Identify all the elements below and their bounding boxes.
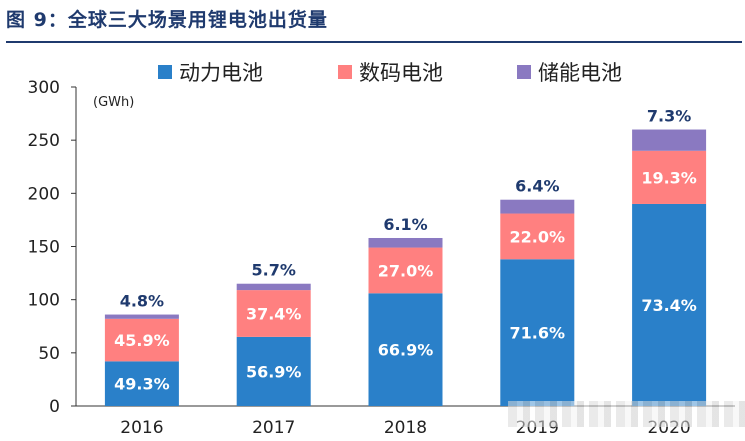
y-tick-label: 250 [28,131,60,151]
y-tick-label: 50 [38,344,60,364]
data-label-power-2019: 71.6% [510,324,566,343]
bar-segment-digital-2018 [368,247,443,294]
bar-segment-storage-2019 [500,199,575,214]
y-tick-label: 300 [28,78,60,98]
bar-segment-power-2020 [632,203,707,406]
data-label-power-2016: 49.3% [114,375,170,394]
title-underline [6,41,742,43]
bar-segment-storage-2020 [632,129,707,151]
legend-item-storage: 储能电池 [517,57,622,87]
bar-segment-digital-2017 [236,290,311,337]
legend-label-digital: 数码电池 [359,61,443,85]
bar-segment-storage-2018 [368,237,443,248]
bar-segment-power-2019 [500,259,575,406]
legend-label-power: 动力电池 [179,61,263,85]
x-tick-label-2017: 2017 [252,418,295,438]
x-tick-label-2018: 2018 [384,418,427,438]
bar-segment-digital-2019 [500,213,575,260]
data-label-power-2017: 56.9% [246,362,302,381]
legend-swatch-power [158,65,172,79]
legend-item-power: 动力电池 [158,57,263,87]
bar-segment-storage-2016 [104,314,179,319]
chart-legend: 动力电池 数码电池 储能电池 [0,57,745,87]
data-label-digital-2017: 37.4% [246,304,302,323]
data-label-storage-2017: 5.7% [252,261,296,280]
legend-item-digital: 数码电池 [338,57,443,87]
data-label-power-2018: 66.9% [378,341,434,360]
figure-title: 图 9：全球三大场景用锂电池出货量 [6,9,328,31]
x-tick-label-2016: 2016 [120,418,163,438]
bar-segment-digital-2020 [632,150,707,204]
y-tick-label: 150 [28,238,60,258]
data-label-storage-2018: 6.1% [383,215,427,234]
data-label-digital-2016: 45.9% [114,331,170,350]
data-label-power-2020: 73.4% [641,296,697,315]
data-label-storage-2016: 4.8% [120,292,164,311]
bar-segment-storage-2017 [236,283,311,291]
bar-segment-digital-2016 [104,318,179,362]
legend-swatch-digital [338,65,352,79]
y-tick-label: 0 [49,397,60,417]
legend-label-storage: 储能电池 [538,61,622,85]
watermark [508,401,745,427]
bar-segment-power-2016 [104,361,179,406]
unit-label: (GWh) [93,95,134,110]
data-label-digital-2019: 22.0% [510,227,566,246]
data-label-digital-2020: 19.3% [641,168,697,187]
bar-segment-power-2017 [236,336,311,406]
y-tick-label: 100 [28,291,60,311]
data-label-digital-2018: 27.0% [378,261,434,280]
data-label-storage-2020: 7.3% [647,107,691,126]
data-label-storage-2019: 6.4% [515,177,559,196]
bar-segment-power-2018 [368,293,443,406]
legend-swatch-storage [517,65,531,79]
y-tick-label: 200 [28,184,60,204]
